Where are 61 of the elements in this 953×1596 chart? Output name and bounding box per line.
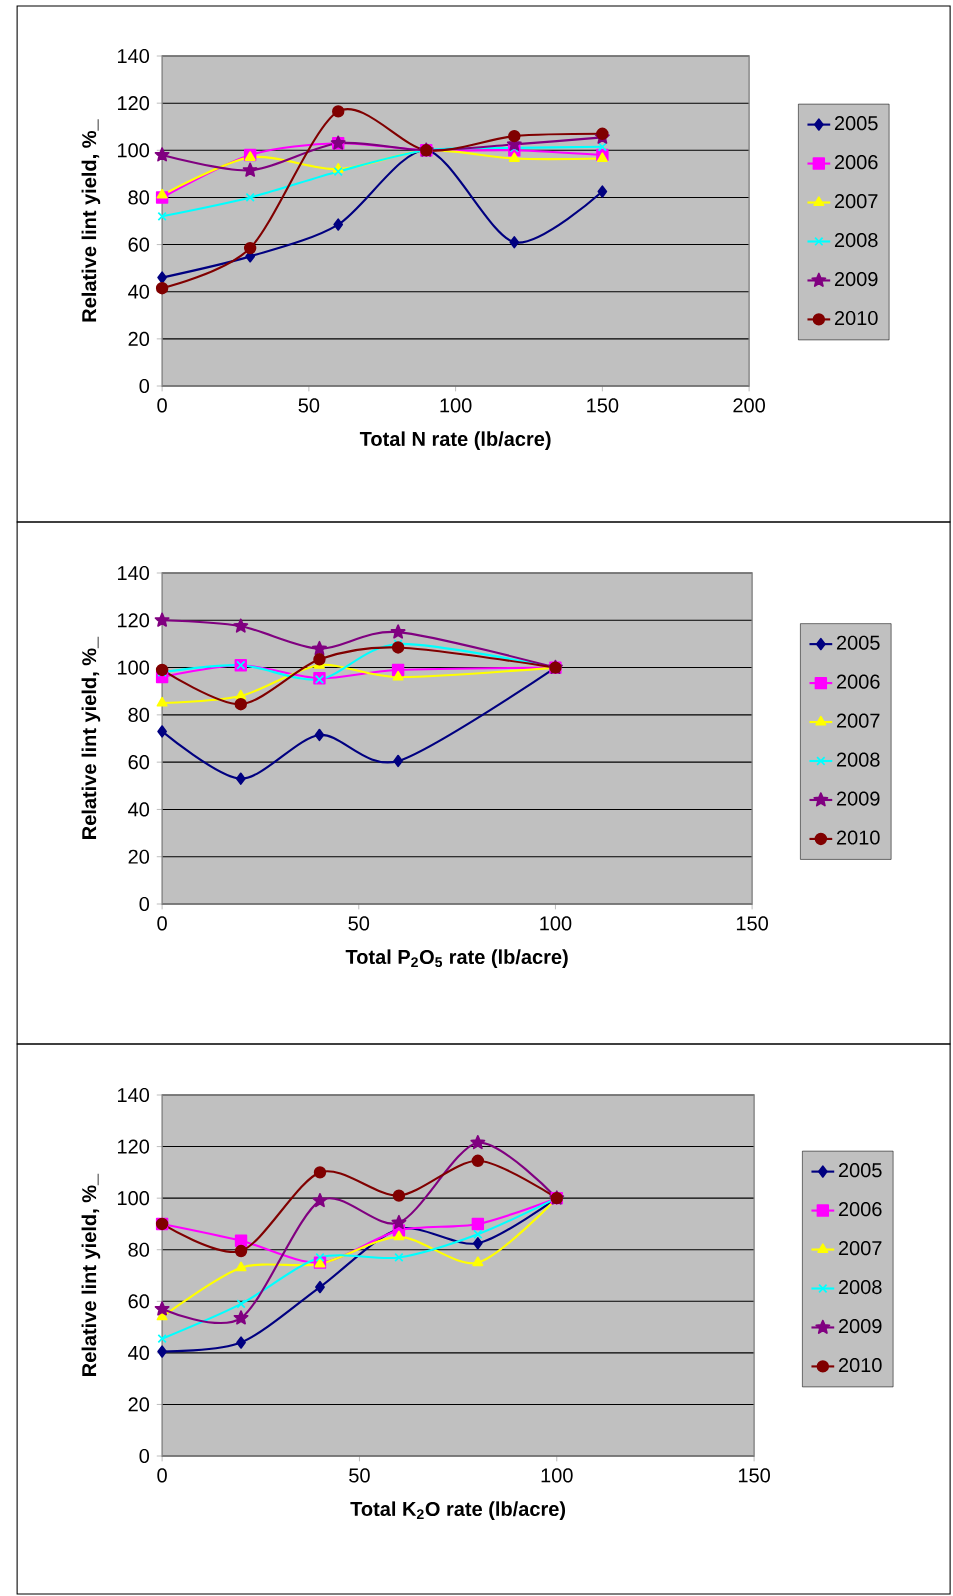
y-tick-label: 60 bbox=[128, 755, 149, 770]
legend-label: 2007 bbox=[838, 1241, 882, 1256]
y-tick-label: 100 bbox=[117, 1191, 149, 1206]
x-tick-label: 50 bbox=[298, 398, 320, 413]
y-axis-title: Relative lint yield, %_ bbox=[81, 1173, 101, 1376]
x-tick-label: 100 bbox=[440, 398, 472, 413]
y-tick-label: 0 bbox=[139, 378, 149, 394]
y-tick-label: 80 bbox=[128, 707, 149, 722]
y-tick-label: 100 bbox=[117, 143, 149, 158]
legend-label: 2005 bbox=[836, 635, 880, 650]
y-tick-label: 120 bbox=[117, 96, 149, 111]
legend-label: 2008 bbox=[838, 1280, 882, 1295]
x-tick-label: 0 bbox=[157, 398, 167, 413]
x-axis-title: Total K$_{2}$O rate (lb/acre) bbox=[350, 1501, 565, 1520]
y-axis-title: Relative lint yield, %_ bbox=[81, 119, 101, 322]
y-tick-label: 140 bbox=[117, 1087, 149, 1103]
x-tick-label: 50 bbox=[348, 916, 370, 931]
legend-label: 2006 bbox=[836, 674, 880, 689]
y-tick-label: 120 bbox=[117, 613, 149, 628]
y-tick-label: 40 bbox=[128, 1345, 149, 1360]
y-tick-label: 100 bbox=[117, 660, 149, 675]
x-tick-label: 0 bbox=[157, 916, 167, 931]
y-tick-label: 80 bbox=[128, 190, 149, 205]
legend-label: 2010 bbox=[834, 310, 878, 326]
legend-label: 2010 bbox=[838, 1357, 882, 1373]
y-tick-label: 140 bbox=[117, 48, 149, 64]
legend-label: 2005 bbox=[834, 116, 878, 131]
legend-label: 2009 bbox=[834, 271, 878, 287]
y-tick-label: 80 bbox=[128, 1242, 149, 1257]
y-axis-title: Relative lint yield, %_ bbox=[81, 636, 101, 839]
x-tick-label: 50 bbox=[349, 1468, 370, 1483]
legend-label: 2006 bbox=[834, 155, 878, 170]
legend-label: 2009 bbox=[838, 1318, 882, 1334]
legend-label: 2008 bbox=[836, 752, 880, 767]
x-tick-label: 150 bbox=[736, 916, 768, 931]
y-tick-label: 0 bbox=[139, 896, 150, 912]
y-tick-label: 40 bbox=[128, 802, 149, 817]
x-tick-label: 150 bbox=[587, 398, 619, 413]
y-tick-label: 0 bbox=[139, 1448, 149, 1464]
y-tick-label: 60 bbox=[128, 1294, 149, 1309]
y-tick-label: 20 bbox=[128, 849, 149, 864]
legend-label: 2010 bbox=[836, 830, 880, 845]
y-tick-label: 20 bbox=[128, 331, 149, 346]
legend-label: 2008 bbox=[834, 233, 878, 248]
x-tick-label: 200 bbox=[733, 398, 765, 413]
legend-label: 2005 bbox=[838, 1163, 882, 1178]
y-tick-label: 20 bbox=[128, 1397, 149, 1412]
x-axis-title: Total N rate (lb/acre) bbox=[359, 431, 551, 450]
legend-label: 2006 bbox=[838, 1202, 882, 1217]
legend-label: 2007 bbox=[834, 194, 878, 209]
legend-label: 2007 bbox=[836, 713, 880, 728]
x-tick-label: 0 bbox=[157, 1468, 167, 1483]
y-tick-label: 60 bbox=[128, 237, 149, 252]
x-axis-title: Total P$_{2}$O$_{5}$ rate (lb/acre) bbox=[345, 949, 568, 968]
y-tick-label: 40 bbox=[128, 284, 149, 299]
x-tick-label: 150 bbox=[738, 1468, 770, 1483]
x-tick-label: 100 bbox=[540, 916, 572, 931]
x-tick-label: 100 bbox=[541, 1468, 573, 1483]
y-tick-label: 140 bbox=[117, 565, 149, 581]
legend-label: 2009 bbox=[836, 791, 880, 806]
y-tick-label: 120 bbox=[117, 1139, 149, 1154]
